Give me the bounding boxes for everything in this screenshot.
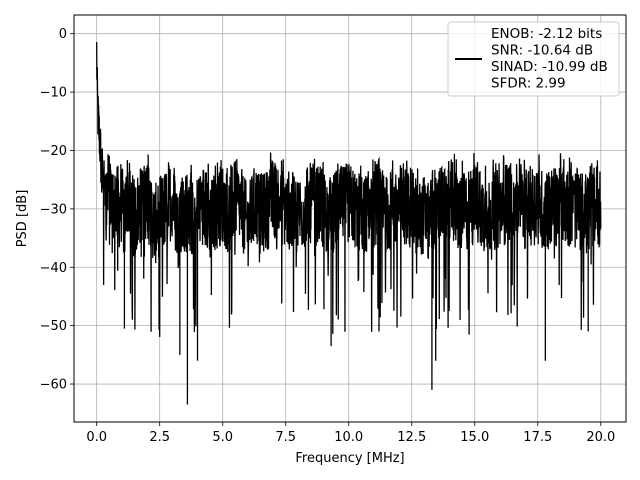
axes-frame <box>73 14 627 423</box>
x-tick-label: 0.0 <box>86 430 107 445</box>
y-tick-label: −60 <box>40 378 67 393</box>
x-tick-label: 7.5 <box>275 430 296 445</box>
legend-entry-enob: ENOB: -2.12 bits <box>491 26 602 42</box>
y-tick-label: −40 <box>40 261 67 276</box>
legend-entry-snr: SNR: -10.64 dB <box>491 43 593 59</box>
y-axis-label: PSD [dB] <box>15 190 30 248</box>
y-tick-label: 0 <box>59 27 67 42</box>
x-axis-ticks: 0.0 2.5 5.0 7.5 10.0 12.5 15.0 17.5 20.0 <box>86 422 615 445</box>
x-axis-label: Frequency [MHz] <box>295 451 404 466</box>
x-tick-label: 20.0 <box>586 430 615 445</box>
x-tick-label: 10.0 <box>334 430 363 445</box>
y-tick-label: −10 <box>40 86 67 101</box>
legend-box <box>447 21 620 97</box>
x-tick-label: 17.5 <box>523 430 552 445</box>
y-axis-ticks: 0 −10 −20 −30 −40 −50 −60 <box>40 27 74 393</box>
y-tick-label: −20 <box>40 144 67 159</box>
y-tick-label: −50 <box>40 319 67 334</box>
x-tick-label: 5.0 <box>212 430 233 445</box>
legend-entry-sfdr: SFDR: 2.99 <box>491 76 566 92</box>
legend-entry-sinad: SINAD: -10.99 dB <box>491 59 608 75</box>
y-tick-label: −30 <box>40 202 67 217</box>
plot-area <box>96 42 602 405</box>
x-tick-label: 2.5 <box>149 430 170 445</box>
x-tick-label: 15.0 <box>460 430 489 445</box>
legend: ENOB: -2.12 bits SNR: -10.64 dB SINAD: -… <box>447 21 620 97</box>
psd-series-line <box>96 42 602 405</box>
x-tick-label: 12.5 <box>397 430 426 445</box>
